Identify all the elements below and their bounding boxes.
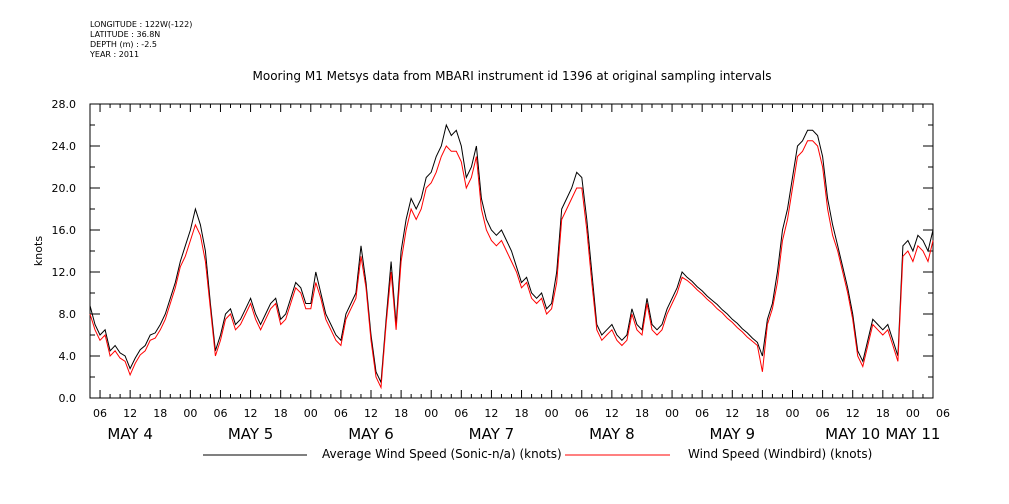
x-tick-label: 06 — [816, 407, 830, 420]
x-tick-label: 18 — [274, 407, 288, 420]
x-tick-label: 06 — [93, 407, 107, 420]
x-tick-label: 06 — [334, 407, 348, 420]
day-label: MAY 7 — [469, 425, 515, 443]
legend: Average Wind Speed (Sonic-n/a) (knots) W… — [203, 447, 872, 461]
y-tick-label: 24.0 — [52, 140, 77, 153]
x-tick-label: 12 — [244, 407, 258, 420]
x-tick-label: 06 — [936, 407, 950, 420]
x-tick-label: 12 — [123, 407, 137, 420]
x-tick-label: 18 — [515, 407, 529, 420]
x-tick-label: 06 — [695, 407, 709, 420]
x-tick-label: 18 — [153, 407, 167, 420]
day-label: MAY 5 — [228, 425, 274, 443]
x-tick-label: 12 — [364, 407, 378, 420]
x-tick-label: 00 — [665, 407, 679, 420]
day-label: MAY 9 — [710, 425, 756, 443]
x-tick-label: 18 — [394, 407, 408, 420]
x-tick-label: 00 — [545, 407, 559, 420]
latitude-label: LATITUDE : 36.8N — [90, 30, 161, 39]
longitude-label: LONGITUDE : 122W(-122) — [90, 20, 193, 29]
series-line-average-wind-speed — [89, 123, 934, 385]
y-tick-labels: 0.0 4.0 8.0 12.0 16.0 20.0 24.0 28.0 — [52, 98, 77, 405]
y-tick-label: 0.0 — [59, 392, 77, 405]
x-tick-label: 18 — [755, 407, 769, 420]
x-tick-label: 06 — [454, 407, 468, 420]
x-tick-labels: 06 12 18 00 06 12 18 00 06 12 18 00 06 12 18 00 06 12 18 00… — [93, 407, 950, 420]
x-tick-label: 12 — [725, 407, 739, 420]
series-line-windbird-wind-speed — [89, 140, 934, 390]
x-tick-label: 12 — [484, 407, 498, 420]
day-label: MAY 10 — [825, 425, 880, 443]
day-label: MAY 11 — [885, 425, 940, 443]
legend-label-average-wind-speed: Average Wind Speed (Sonic-n/a) (knots) — [322, 447, 562, 461]
year-label: YEAR : 2011 — [90, 50, 140, 59]
depth-label: DEPTH (m) : -2.5 — [90, 40, 157, 49]
x-tick-label: 12 — [846, 407, 860, 420]
day-label: MAY 6 — [348, 425, 394, 443]
x-tick-label: 18 — [635, 407, 649, 420]
x-tick-label: 06 — [575, 407, 589, 420]
x-tick-label: 00 — [304, 407, 318, 420]
legend-label-windbird-wind-speed: Wind Speed (Windbird) (knots) — [688, 447, 872, 461]
x-tick-label: 06 — [213, 407, 227, 420]
chart-title: Mooring M1 Metsys data from MBARI instru… — [253, 69, 772, 83]
y-tick-label: 8.0 — [59, 308, 77, 321]
metadata-block: LONGITUDE : 122W(-122) LATITUDE : 36.8N … — [90, 20, 192, 60]
x-tick-label: 00 — [424, 407, 438, 420]
y-tick-label: 20.0 — [52, 182, 77, 195]
y-tick-label: 4.0 — [59, 350, 77, 363]
axis-ticks — [89, 103, 934, 399]
y-axis-label: knots — [32, 236, 45, 266]
x-tick-label: 00 — [906, 407, 920, 420]
x-tick-label: 12 — [605, 407, 619, 420]
y-tick-label: 28.0 — [52, 98, 77, 111]
y-tick-label: 12.0 — [52, 266, 77, 279]
day-label: MAY 8 — [589, 425, 635, 443]
x-tick-label: 00 — [786, 407, 800, 420]
day-label: MAY 4 — [107, 425, 153, 443]
x-tick-label: 18 — [876, 407, 890, 420]
y-tick-label: 16.0 — [52, 224, 77, 237]
x-tick-label: 00 — [183, 407, 197, 420]
day-labels: MAY 4 MAY 5 MAY 6 MAY 7 MAY 8 MAY 9 MAY 10 MAY … — [107, 425, 940, 443]
